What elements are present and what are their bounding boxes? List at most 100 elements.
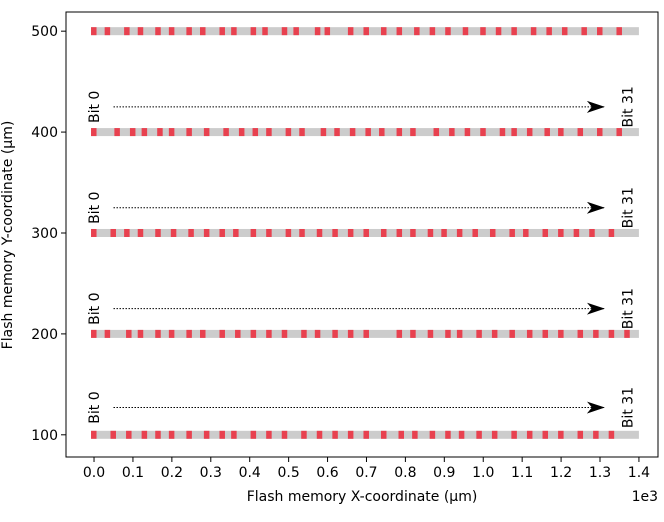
- bit-mark: [91, 228, 97, 237]
- bit-mark: [334, 128, 340, 137]
- bit-mark: [203, 228, 210, 237]
- x-tick-label: 0.8: [394, 465, 416, 481]
- bit-mark: [429, 430, 436, 439]
- bit-mark: [363, 329, 369, 338]
- bit-mark: [480, 128, 486, 137]
- bit-mark: [157, 128, 163, 137]
- bit-mark: [511, 27, 517, 36]
- bit-mark: [363, 430, 369, 439]
- bit-mark: [110, 430, 116, 439]
- bit-mark: [509, 329, 515, 338]
- bit-mark: [299, 128, 305, 137]
- bit-mark: [285, 228, 292, 237]
- x-tick-label: 0.5: [277, 465, 299, 481]
- x-tick-label: 1.2: [550, 465, 572, 481]
- bit-label: Bit 0: [87, 192, 103, 224]
- bit-label: Bit 0: [87, 391, 103, 423]
- bit-label: Bit 31: [620, 86, 636, 127]
- bit-mark: [445, 27, 451, 36]
- bit-mark: [558, 228, 564, 237]
- x-tick-label: 0.1: [122, 465, 144, 481]
- bit-mark: [380, 228, 387, 237]
- bit-mark: [410, 228, 416, 237]
- bit-mark: [624, 329, 630, 338]
- bit-mark: [542, 329, 549, 338]
- bit-mark: [544, 128, 550, 137]
- bit-mark: [155, 27, 161, 36]
- bit-mark: [396, 228, 403, 237]
- bit-mark: [186, 27, 192, 36]
- x-tick-label: 0.0: [83, 465, 105, 481]
- y-tick-label: 300: [31, 226, 58, 242]
- bit-mark: [91, 329, 97, 338]
- bit-mark: [104, 329, 111, 338]
- bit-mark: [316, 228, 323, 237]
- x-tick-label: 0.2: [161, 465, 183, 481]
- x-tick-label: 0.7: [355, 465, 377, 481]
- bit-mark: [168, 329, 175, 338]
- bit-mark: [168, 27, 175, 36]
- bit-mark: [186, 329, 192, 338]
- bit-mark: [281, 27, 288, 36]
- bit-mark: [429, 27, 436, 36]
- bit-mark: [235, 329, 241, 338]
- bit-mark: [597, 27, 603, 36]
- bit-mark: [511, 128, 517, 137]
- bit-mark: [266, 430, 272, 439]
- bit-mark: [608, 329, 615, 338]
- bit-mark: [491, 430, 498, 439]
- x-tick-label: 0.4: [239, 465, 261, 481]
- x-tick-label: 1.4: [628, 465, 650, 481]
- bit-mark: [379, 128, 385, 137]
- bit-mark: [363, 228, 369, 237]
- bit-mark: [480, 27, 486, 36]
- bit-mark: [433, 128, 440, 137]
- bit-mark: [526, 128, 533, 137]
- bit-mark: [581, 27, 587, 36]
- bit-mark: [126, 430, 132, 439]
- bit-mark: [577, 430, 584, 439]
- x-tick-label: 0.9: [433, 465, 455, 481]
- bit-mark: [363, 27, 369, 36]
- bit-mark: [511, 430, 517, 439]
- bit-mark: [347, 228, 354, 237]
- bit-label: Bit 0: [87, 91, 103, 123]
- bit-label: Bit 31: [620, 187, 636, 228]
- bit-mark: [124, 27, 130, 36]
- bit-mark: [293, 27, 299, 36]
- bit-mark: [396, 329, 403, 338]
- bit-mark: [219, 27, 225, 36]
- bit-mark: [347, 27, 354, 36]
- bit-mark: [456, 228, 463, 237]
- bit-mark: [396, 27, 403, 36]
- bit-mark: [250, 430, 257, 439]
- bit-mark: [155, 329, 161, 338]
- bit-mark: [476, 329, 482, 338]
- bit-mark: [577, 128, 584, 137]
- bit-mark: [168, 128, 175, 137]
- bit-mark: [577, 329, 584, 338]
- bit-mark: [558, 430, 564, 439]
- bit-mark: [104, 27, 111, 36]
- bit-mark: [320, 128, 327, 137]
- bit-mark: [427, 228, 434, 237]
- bit-mark: [530, 27, 537, 36]
- bit-label: Bit 0: [87, 292, 103, 324]
- x-axis-label: Flash memory X-coordinate (μm): [247, 489, 478, 505]
- bit-mark: [495, 27, 502, 36]
- bit-mark: [509, 228, 515, 237]
- bit-mark: [410, 329, 416, 338]
- y-tick-label: 200: [31, 327, 58, 343]
- bit-mark: [380, 430, 387, 439]
- y-tick-label: 100: [31, 428, 58, 444]
- bit-mark: [299, 228, 305, 237]
- bit-mark: [398, 430, 405, 439]
- x-tick-label: 1.3: [589, 465, 611, 481]
- bit-mark: [542, 228, 549, 237]
- bit-mark: [462, 27, 469, 36]
- bit-mark: [168, 430, 175, 439]
- bit-mark: [110, 228, 116, 237]
- bit-mark: [558, 128, 564, 137]
- bit-mark: [266, 329, 272, 338]
